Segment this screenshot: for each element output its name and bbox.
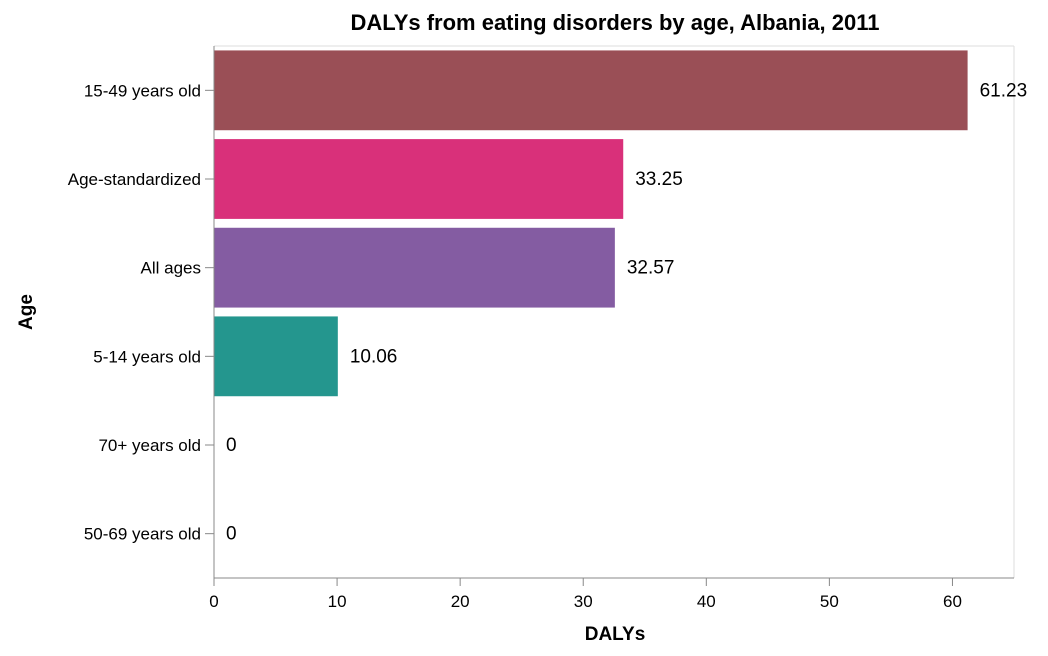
x-axis-title: DALYs — [585, 624, 646, 645]
y-tick-label: 5-14 years old — [93, 347, 201, 366]
y-tick-label: 15-49 years old — [84, 81, 201, 100]
y-tick-label: 70+ years old — [98, 436, 201, 455]
bar — [214, 316, 338, 397]
bar-value-label: 61.23 — [980, 80, 1028, 101]
y-axis-ticks: 15-49 years old Age-standardized All ages 5… — [68, 81, 214, 544]
x-tick-label: 40 — [697, 592, 716, 611]
y-axis-title: Age — [16, 294, 37, 330]
bars — [214, 50, 968, 397]
y-tick-label: 50-69 years old — [84, 525, 201, 544]
x-tick-label: 20 — [451, 592, 470, 611]
bar-value-label: 0 — [226, 435, 237, 456]
bar-value-label: 10.06 — [350, 346, 398, 367]
x-axis-ticks: 0 10 20 30 40 50 60 — [209, 578, 962, 611]
y-tick-label: All ages — [141, 259, 201, 278]
x-tick-label: 0 — [209, 592, 218, 611]
x-tick-label: 60 — [943, 592, 962, 611]
y-tick-label: Age-standardized — [68, 170, 201, 189]
x-tick-label: 10 — [328, 592, 347, 611]
x-tick-label: 30 — [574, 592, 593, 611]
x-tick-label: 50 — [820, 592, 839, 611]
bar — [214, 227, 615, 308]
bar-value-label: 32.57 — [627, 258, 675, 279]
bar — [214, 50, 968, 131]
bar-value-labels: 61.23 33.25 32.57 10.06 0 0 — [226, 80, 1027, 544]
bar — [214, 139, 624, 219]
chart-title: DALYs from eating disorders by age, Alba… — [351, 10, 880, 35]
plot-area: 61.23 33.25 32.57 10.06 0 0 15-49 years old Ag… — [68, 45, 1027, 611]
bar-value-label: 0 — [226, 524, 237, 545]
bar-value-label: 33.25 — [635, 169, 683, 190]
